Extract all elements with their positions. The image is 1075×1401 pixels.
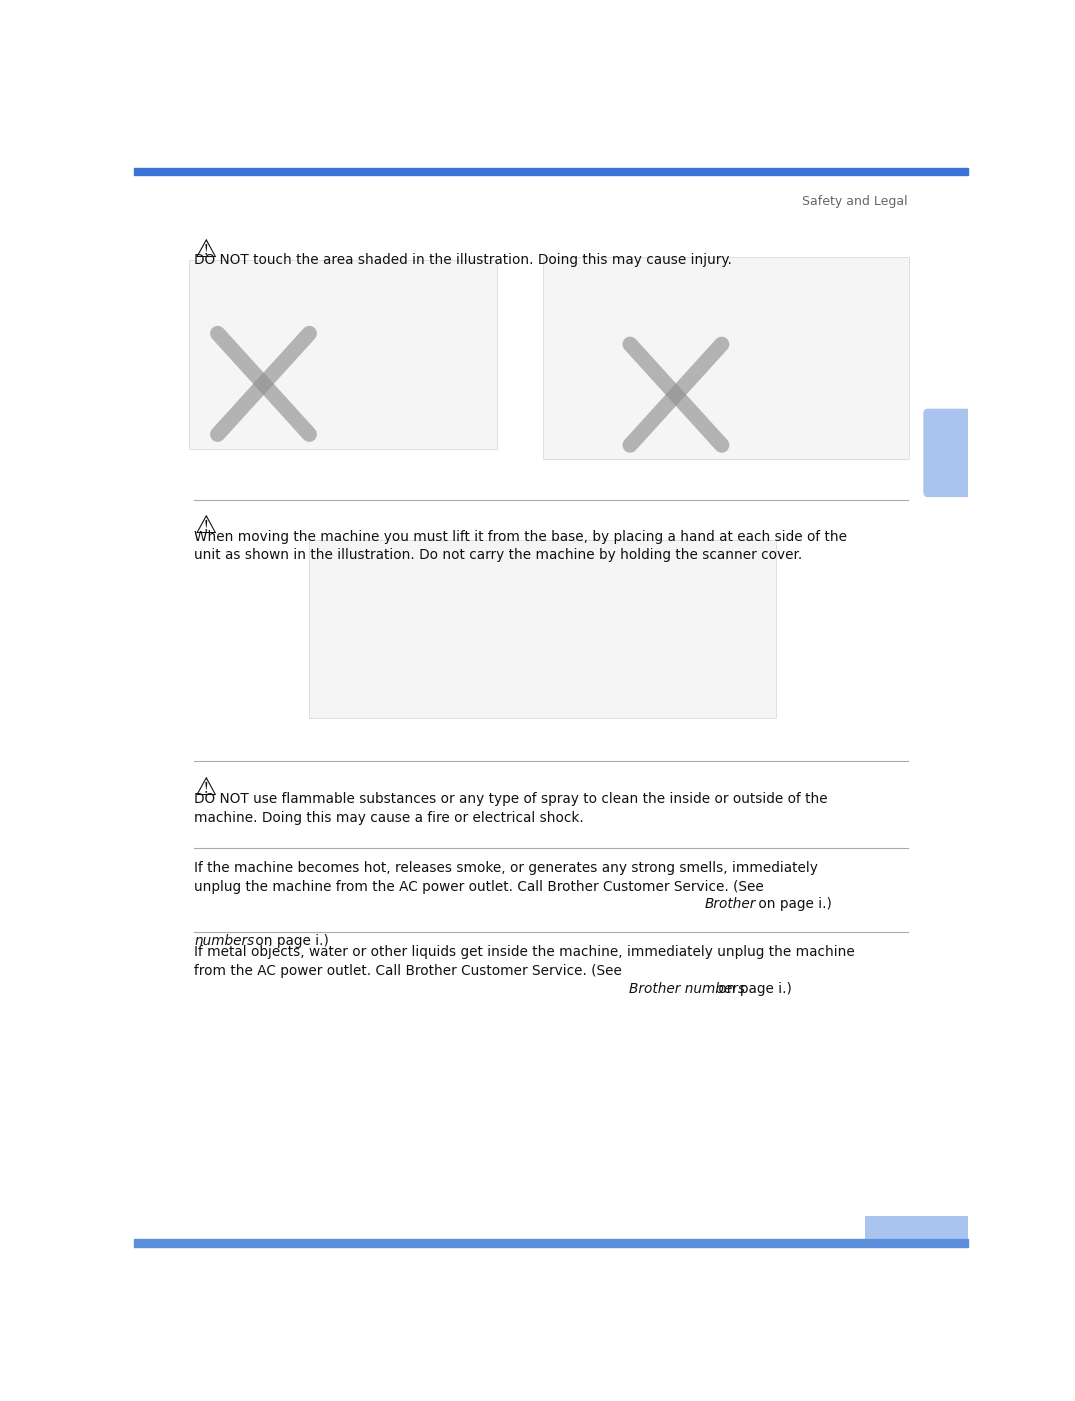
Bar: [543, 256, 909, 460]
Text: DO NOT use flammable substances or any type of spray to clean the inside or outs: DO NOT use flammable substances or any t…: [195, 792, 828, 825]
Text: Brother: Brother: [704, 898, 756, 912]
Text: on page i.): on page i.): [252, 934, 329, 948]
Bar: [134, 168, 968, 175]
Text: If the machine becomes hot, releases smoke, or generates any strong smells, imme: If the machine becomes hot, releases smo…: [195, 860, 818, 894]
Text: Brother numbers: Brother numbers: [629, 982, 745, 996]
Text: Safety and Legal: Safety and Legal: [802, 195, 907, 209]
FancyBboxPatch shape: [923, 409, 972, 497]
Bar: [310, 541, 776, 719]
Text: ⚠: ⚠: [195, 238, 217, 262]
Text: A: A: [936, 439, 958, 467]
Text: numbers: numbers: [195, 934, 255, 948]
Bar: [865, 1216, 968, 1240]
Text: When moving the machine you must lift it from the base, by placing a hand at eac: When moving the machine you must lift it…: [195, 530, 847, 562]
Text: If metal objects, water or other liquids get inside the machine, immediately unp: If metal objects, water or other liquids…: [195, 944, 855, 978]
Text: ⚠: ⚠: [195, 776, 217, 800]
Text: on page i.): on page i.): [714, 982, 792, 996]
Bar: [134, 1240, 968, 1247]
Text: ⚠: ⚠: [195, 514, 217, 538]
Text: 121: 121: [884, 1220, 915, 1234]
Text: on page i.): on page i.): [755, 898, 832, 912]
Bar: [188, 259, 497, 448]
Text: DO NOT touch the area shaded in the illustration. Doing this may cause injury.: DO NOT touch the area shaded in the illu…: [195, 254, 732, 268]
